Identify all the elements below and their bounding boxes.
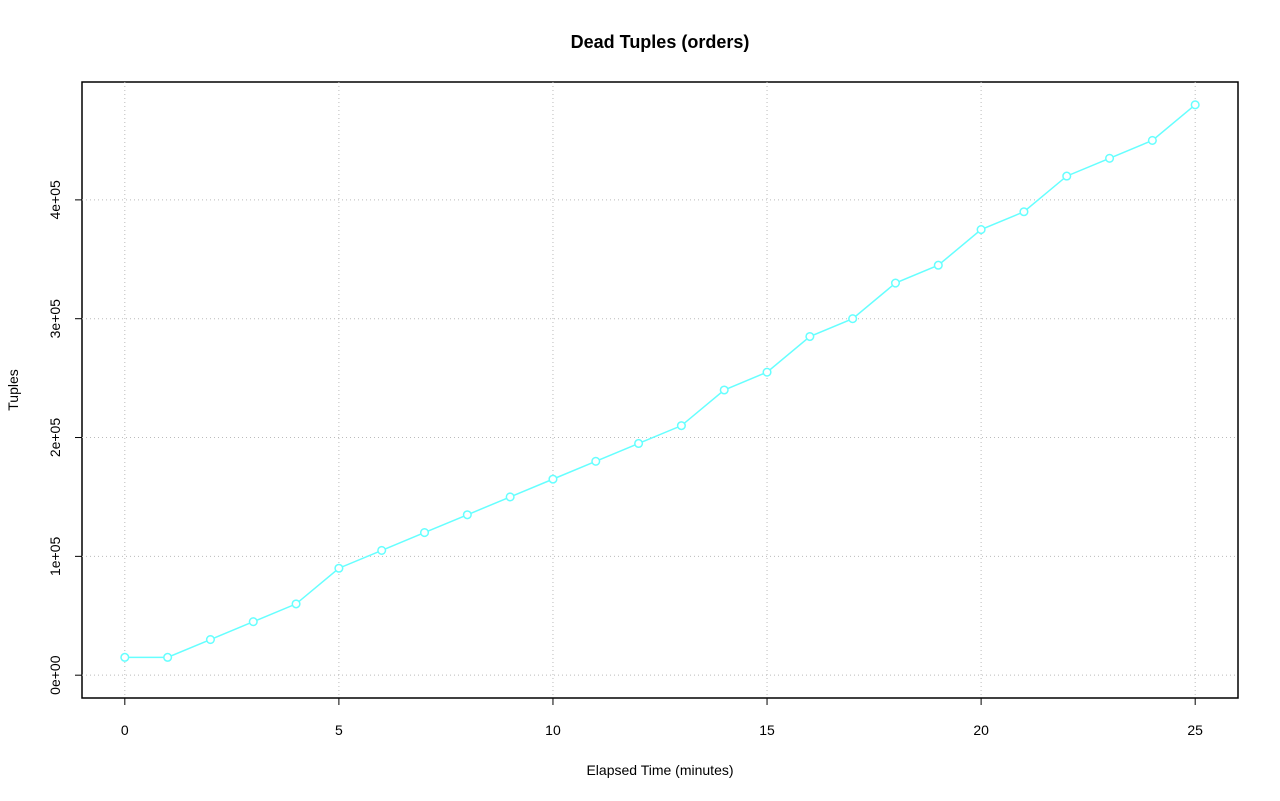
data-point bbox=[291, 599, 301, 609]
data-point bbox=[163, 652, 173, 662]
data-point bbox=[890, 278, 901, 288]
data-point bbox=[976, 225, 986, 235]
y-tick-label: 4e+05 bbox=[47, 180, 63, 220]
y-tick-label: 2e+05 bbox=[47, 418, 63, 458]
data-point bbox=[120, 652, 130, 662]
data-point bbox=[1147, 135, 1157, 146]
data-point bbox=[933, 260, 943, 270]
data-point bbox=[676, 421, 686, 431]
x-tick-label: 5 bbox=[335, 722, 343, 738]
data-point bbox=[505, 492, 515, 502]
data-point bbox=[805, 331, 815, 342]
data-point bbox=[634, 438, 644, 449]
x-tick-label: 25 bbox=[1187, 722, 1203, 738]
data-point bbox=[1019, 207, 1029, 217]
data-point bbox=[762, 367, 772, 377]
y-axis-label: Tuples bbox=[5, 369, 21, 411]
x-tick-label: 10 bbox=[545, 722, 561, 738]
series-line bbox=[124, 104, 1196, 659]
data-point bbox=[1105, 153, 1115, 163]
y-tick-label: 1e+05 bbox=[47, 536, 63, 576]
data-point bbox=[248, 617, 258, 627]
data-point bbox=[719, 385, 729, 395]
data-point bbox=[419, 528, 430, 538]
x-axis-label: Elapsed Time (minutes) bbox=[586, 762, 733, 778]
x-tick-label: 0 bbox=[121, 722, 129, 738]
data-point bbox=[205, 634, 215, 645]
x-tick-label: 20 bbox=[973, 722, 989, 738]
data-point bbox=[462, 510, 472, 520]
data-point bbox=[548, 474, 558, 484]
y-tick-label: 3e+05 bbox=[47, 299, 63, 339]
data-point bbox=[1190, 100, 1200, 110]
plot-frame bbox=[81, 81, 1239, 699]
chart-title: Dead Tuples (orders) bbox=[571, 32, 750, 52]
data-point bbox=[591, 456, 601, 466]
data-point bbox=[1062, 171, 1072, 181]
x-tick-label: 15 bbox=[759, 722, 775, 738]
y-tick-label: 0e+00 bbox=[47, 655, 63, 695]
data-point bbox=[848, 314, 858, 324]
data-point bbox=[334, 563, 344, 573]
data-point bbox=[377, 545, 387, 555]
